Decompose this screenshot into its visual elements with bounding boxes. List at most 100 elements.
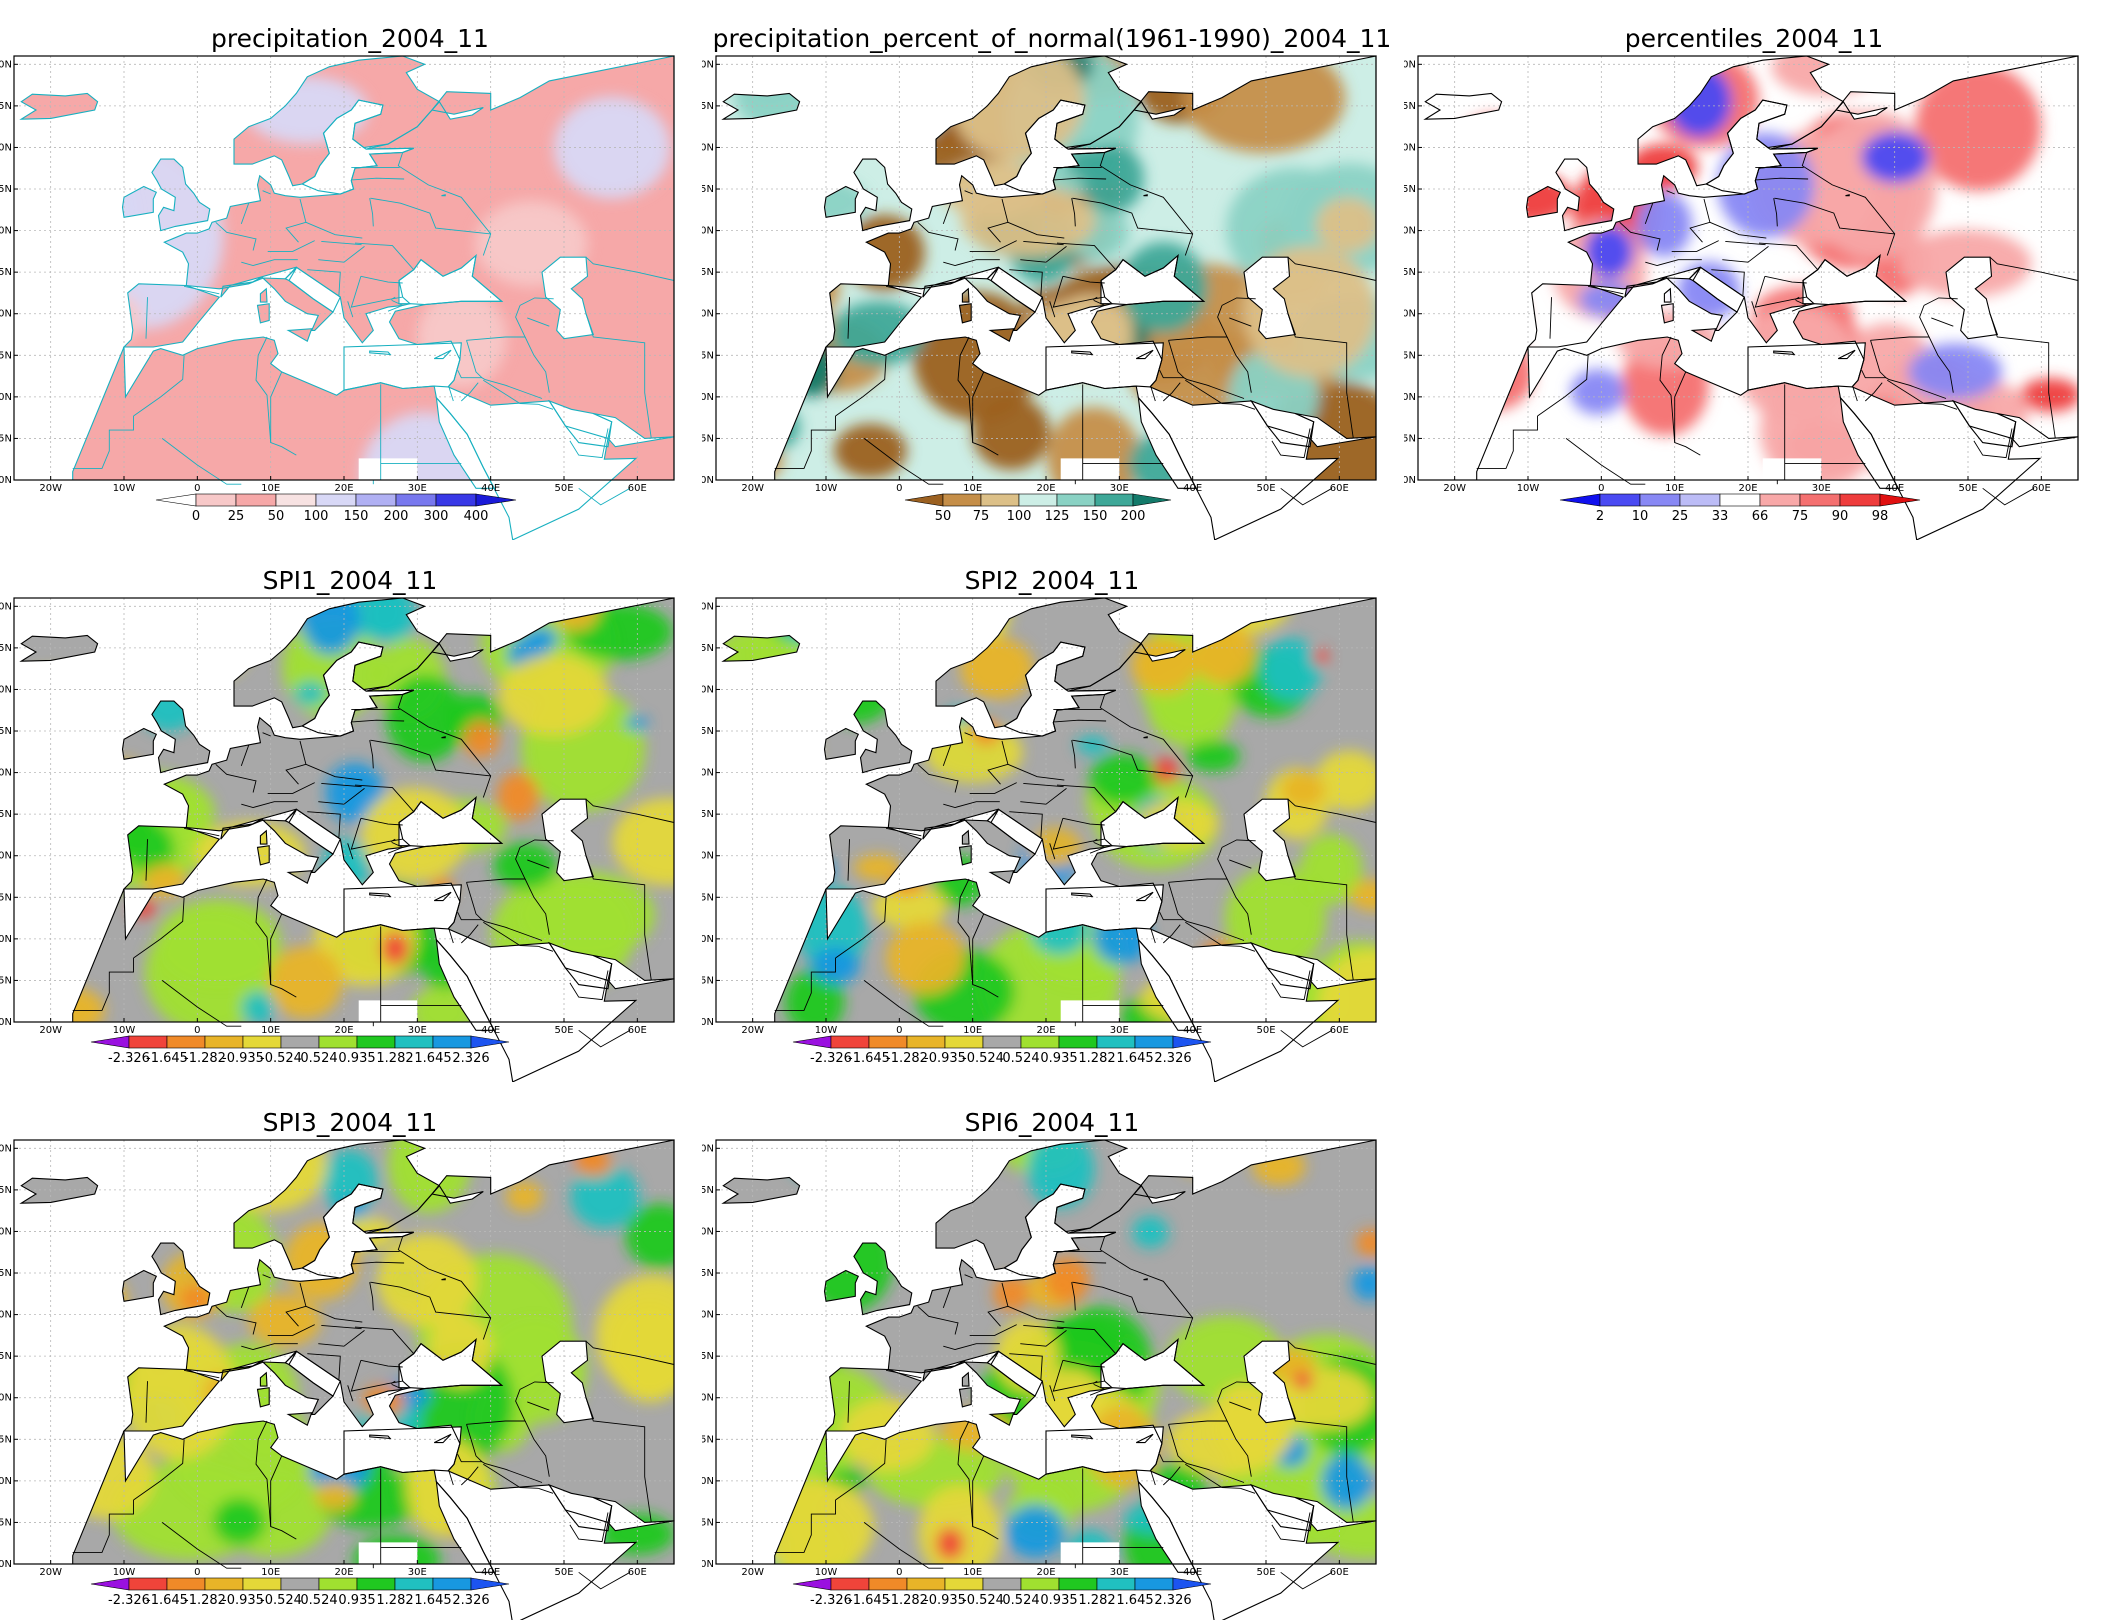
lon-tick-label: 20W [1443, 483, 1466, 494]
lat-tick-label: 65N [0, 643, 12, 654]
colorbar-label: 25 [228, 509, 245, 524]
panel-precipitation: precipitation_2004_11 70N 65N 60N 55N 50N 45N… [0, 0, 700, 540]
colorbar-label: 1.282 [376, 1051, 413, 1066]
colorbar-segment [195, 493, 237, 507]
colorbar-label: -0.935 [222, 1593, 264, 1608]
colorbar-label: 33 [1712, 509, 1729, 524]
lat-tick-label: 20N [702, 1559, 714, 1570]
water-body [302, 642, 414, 736]
anomaly-patch [1005, 1504, 1066, 1558]
water-body [1244, 257, 1296, 339]
anomaly-patch [294, 681, 327, 705]
lat-tick-label: 35N [702, 1434, 714, 1445]
colorbar-label: -1.645 [146, 1051, 188, 1066]
colorbar-label: 1.645 [1116, 1051, 1153, 1066]
water-body [1004, 642, 1116, 736]
water-body [344, 341, 460, 391]
lon-tick-label: 40E [1885, 483, 1904, 494]
map-spi2: 70N 65N 60N 55N 50N 45N 40N 35N 30N 25N 20N 20W 10W 0… [702, 597, 1377, 1082]
lon-tick-label: 60E [1330, 1567, 1349, 1578]
colorbar: 0 25 50 100 150 200 300 400 [155, 493, 517, 524]
colorbar-label: 2 [1596, 509, 1604, 524]
coastlines [721, 1139, 1377, 1620]
lon-tick-label: 50E [1256, 1567, 1275, 1578]
anomaly-patch [1570, 369, 1626, 415]
coastlines [19, 1139, 675, 1620]
country-borders [774, 694, 1377, 1048]
lat-tick-label: 50N [0, 1310, 12, 1321]
anomaly-patch [1321, 1453, 1372, 1511]
lat-tick-label: 20N [0, 1559, 12, 1570]
colorbar-segment [1096, 1035, 1136, 1049]
colorbar-segment [1020, 1577, 1060, 1591]
colorbar-label: -1.282 [184, 1051, 226, 1066]
lon-tick-label: 10W [113, 1025, 136, 1036]
missing-data [1060, 1542, 1120, 1564]
lon-tick-label: 20W [39, 1567, 62, 1578]
colorbar-label: 100 [304, 509, 329, 524]
panel-spi1: SPI1_2004_11 70N 65N 60N 55N 50N 45N 40N 35N 30N… [0, 542, 700, 1082]
anomaly-patch [1352, 1266, 1376, 1301]
colorbar-segment [980, 493, 1020, 507]
anomaly-patch [625, 1203, 674, 1269]
lat-tick-label: 20N [1404, 475, 1416, 486]
colorbar-segment [204, 1035, 244, 1049]
colorbar-segment [90, 1577, 130, 1591]
colorbar-label: 0.524 [1002, 1593, 1039, 1608]
water-body [1706, 100, 1818, 194]
lon-tick-label: 20E [1036, 1025, 1055, 1036]
lat-tick-label: 30N [702, 934, 714, 945]
lat-tick-label: 50N [0, 226, 12, 237]
water-body [436, 1481, 495, 1573]
colorbar-segment [1094, 493, 1134, 507]
colorbar-label: 1.282 [1078, 1593, 1115, 1608]
colorbar-segment [1679, 493, 1721, 507]
colorbar-segment [470, 1577, 510, 1591]
colorbar-label: 1.282 [376, 1593, 413, 1608]
colorbar-segment [1020, 1035, 1060, 1049]
colorbar-label: 0.935 [338, 1593, 375, 1608]
anomaly-patch [1907, 343, 2002, 400]
water-body [1046, 1425, 1162, 1475]
lat-tick-label: 25N [702, 1517, 714, 1528]
colorbar-segment [432, 1035, 472, 1049]
lat-tick-label: 45N [0, 267, 12, 278]
colorbar-segment [435, 493, 477, 507]
colorbar-label: 25 [1672, 509, 1689, 524]
colorbar-segment [1719, 493, 1761, 507]
graticule [716, 1140, 1376, 1564]
anomaly-patch [1132, 1216, 1169, 1249]
anomaly-patch [301, 598, 360, 655]
lat-tick-label: 20N [702, 1017, 714, 1028]
country-borders [72, 152, 675, 506]
lon-tick-label: 10W [1517, 483, 1540, 494]
colorbar-segment [395, 493, 437, 507]
lon-tick-label: 0 [896, 483, 902, 494]
graticule [716, 56, 1376, 480]
water-body [1101, 1339, 1204, 1389]
anomaly-patch [1076, 735, 1109, 755]
lat-tick-label: 35N [702, 350, 714, 361]
anomaly-patch [833, 423, 907, 478]
coastlines [1423, 55, 2079, 540]
lon-tick-label: 50E [1958, 483, 1977, 494]
colorbar-label: -0.524 [260, 1593, 302, 1608]
lat-tick-label: 45N [0, 809, 12, 820]
colorbar-label: 2.326 [452, 1051, 489, 1066]
coastlines [19, 597, 675, 1082]
colorbar-label: 1.645 [414, 1051, 451, 1066]
anomaly-patch [1293, 1372, 1313, 1390]
lon-tick-label: 0 [1598, 483, 1604, 494]
colorbar-label: -1.282 [184, 1593, 226, 1608]
colorbar-segment [242, 1035, 282, 1049]
colorbar-segment [830, 1035, 870, 1049]
lon-tick-label: 30E [1110, 1025, 1129, 1036]
map-spi1: 70N 65N 60N 55N 50N 45N 40N 35N 30N 25N 20N 20W 10W 0… [0, 597, 675, 1082]
lat-tick-label: 50N [702, 1310, 714, 1321]
colorbar-segment [475, 493, 517, 507]
water-body [987, 809, 1043, 855]
country-borders [774, 1236, 1377, 1590]
lon-tick-label: 10E [261, 1025, 280, 1036]
colorbar-segment [906, 1035, 946, 1049]
colorbar-label: 50 [268, 509, 285, 524]
